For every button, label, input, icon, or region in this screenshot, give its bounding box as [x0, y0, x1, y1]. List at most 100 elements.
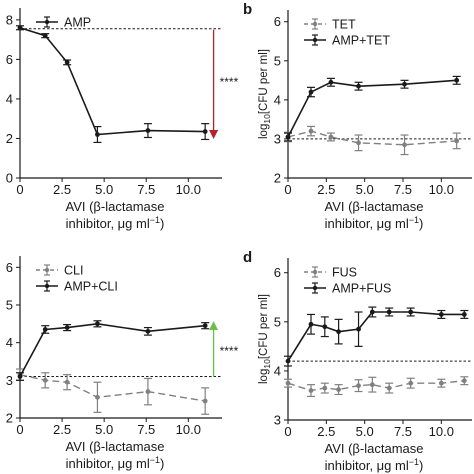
- legend-label: AMP: [64, 16, 91, 30]
- y-axis-label-suffix: [CFU per ml]: [258, 49, 270, 114]
- legend-swatch-marker: [312, 37, 318, 43]
- data-point: [328, 79, 334, 85]
- x-axis-label-text: inhibitor, μg ml: [325, 216, 409, 231]
- data-point: [145, 328, 151, 334]
- data-point: [408, 380, 414, 386]
- y-tick-label: 2: [6, 131, 13, 146]
- x-axis-label-superscript: −1: [409, 215, 419, 225]
- legend-swatch-marker: [44, 267, 50, 273]
- data-point: [285, 380, 291, 386]
- data-point: [402, 142, 407, 148]
- data-point: [64, 325, 70, 330]
- y-tick-label: 4: [6, 91, 13, 106]
- x-axis-label-suffix: ): [419, 216, 423, 231]
- legend-label: AMP+FUS: [332, 282, 391, 296]
- y-tick-label: 4: [274, 92, 281, 107]
- data-point: [145, 389, 151, 395]
- x-tick-label: 0: [16, 182, 23, 197]
- data-point: [328, 134, 334, 140]
- x-axis-label-line1: AVI (β-lactamase: [325, 199, 424, 214]
- x-tick-label: 7.5: [137, 422, 155, 437]
- x-axis-label-superscript: −1: [150, 455, 160, 465]
- y-tick-label: 5: [274, 53, 281, 68]
- x-tick-label: 5.0: [356, 182, 374, 197]
- x-tick-label: 2.5: [317, 182, 335, 197]
- series-line-amp: [19, 27, 206, 136]
- x-axis-label-line1: AVI (β-lactamase: [325, 441, 424, 456]
- legend-label: CLI: [64, 264, 83, 278]
- y-tick-label: 6: [6, 260, 13, 275]
- data-point: [17, 374, 23, 379]
- y-tick-label: 4: [6, 335, 13, 350]
- y-axis-label-prefix: log: [258, 124, 270, 139]
- x-tick-label: 10.0: [429, 424, 454, 439]
- x-axis-label-superscript: −1: [409, 457, 419, 467]
- data-point: [202, 398, 208, 404]
- x-axis-label-suffix: ): [160, 216, 164, 231]
- y-axis-label: log10[CFU per ml]: [258, 49, 272, 139]
- y-axis-label-suffix: [CFU per ml]: [258, 294, 270, 359]
- legend-swatch-marker: [312, 269, 318, 275]
- data-point: [145, 128, 151, 133]
- data-point: [64, 379, 70, 385]
- data-point: [386, 309, 392, 315]
- data-point: [369, 382, 375, 388]
- x-axis-label-line2: inhibitor, μg ml−1): [325, 215, 424, 231]
- x-tick-label: 10.0: [429, 182, 454, 197]
- series-line-amp-fus: [287, 311, 465, 362]
- data-point: [42, 377, 48, 383]
- data-point: [356, 140, 361, 146]
- data-point: [17, 25, 23, 31]
- data-point: [356, 383, 361, 389]
- data-point: [202, 129, 208, 134]
- x-tick-label: 2.5: [53, 182, 71, 197]
- series-line-fus: [287, 380, 465, 392]
- y-tick-label: 8: [6, 12, 13, 27]
- panel-label-b: b: [243, 1, 252, 18]
- x-tick-label: 5.0: [95, 182, 113, 197]
- data-point: [285, 358, 291, 364]
- data-point: [285, 134, 291, 140]
- x-tick-label: 7.5: [394, 182, 412, 197]
- data-point: [402, 81, 407, 87]
- data-point: [202, 323, 208, 329]
- legend-label: AMP+TET: [332, 34, 390, 48]
- y-tick-label: 3: [274, 413, 281, 428]
- y-tick-label: 4: [274, 363, 281, 378]
- data-point: [308, 388, 314, 393]
- data-point: [356, 326, 361, 332]
- data-point: [95, 321, 100, 327]
- data-point: [454, 77, 460, 83]
- data-point: [42, 33, 48, 39]
- x-axis-label-text: inhibitor, μg ml: [66, 456, 150, 471]
- legend-swatch-marker: [44, 19, 50, 25]
- x-tick-label: 2.5: [53, 422, 71, 437]
- significance-stars: ****: [220, 75, 239, 89]
- data-point: [461, 378, 467, 384]
- data-point: [95, 132, 100, 137]
- x-tick-label: 7.5: [137, 182, 155, 197]
- x-tick-label: 5.0: [356, 424, 374, 439]
- x-axis-label-line2: inhibitor, μg ml−1): [66, 455, 165, 471]
- x-tick-label: 0: [16, 422, 23, 437]
- data-point: [308, 89, 314, 95]
- x-tick-label: 10.0: [176, 182, 201, 197]
- y-tick-label: 2: [6, 411, 13, 426]
- data-point: [408, 309, 414, 315]
- legend-label: TET: [332, 18, 356, 32]
- legend-swatch-marker: [312, 21, 318, 27]
- x-axis-label-line1: AVI (β-lactamase: [66, 199, 165, 214]
- x-tick-label: 0: [284, 424, 291, 439]
- y-tick-label: 3: [6, 373, 13, 388]
- data-point: [356, 83, 361, 89]
- data-point: [336, 329, 341, 335]
- legend-label: FUS: [332, 266, 357, 280]
- y-axis-label-prefix: log: [258, 369, 270, 384]
- x-tick-label: 10.0: [176, 422, 201, 437]
- y-tick-label: 6: [6, 52, 13, 67]
- x-axis-label-suffix: ): [160, 456, 164, 471]
- series-line-amp-cli: [19, 323, 206, 377]
- x-axis-label-text: inhibitor, μg ml: [325, 458, 409, 473]
